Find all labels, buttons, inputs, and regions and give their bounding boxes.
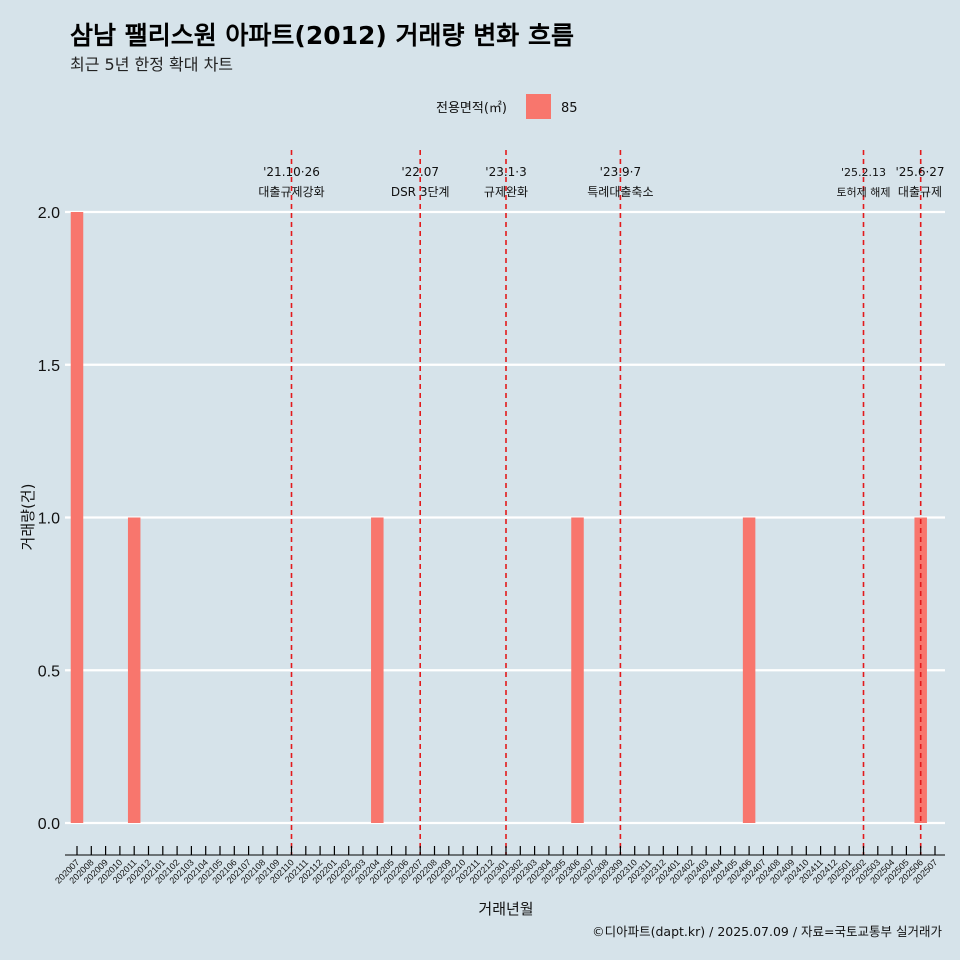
- event-date: '22.07: [401, 165, 439, 179]
- bar-202011: [127, 517, 141, 823]
- bar-series: [70, 212, 927, 823]
- bar-202007: [70, 212, 84, 823]
- bar-202306: [571, 517, 584, 823]
- event-label: DSR 3단계: [391, 185, 450, 199]
- y-tick-label: 2.0: [38, 205, 60, 222]
- chart-title: 삼남 팰리스원 아파트(2012) 거래량 변화 흐름: [70, 21, 574, 50]
- x-axis-title: 거래년월: [478, 900, 533, 918]
- y-axis-ticks: 0.0 0.5 1.0 1.5 2.0: [38, 205, 60, 833]
- x-axis: 2020072020082020092020102020112020122021…: [53, 846, 945, 886]
- source-caption: ©디아파트(dapt.kr) / 2025.07.09 / 자료=국토교통부 실…: [592, 924, 942, 939]
- event-label: 규제완화: [484, 185, 528, 199]
- event-label: 토허제 해제: [836, 185, 890, 199]
- legend-swatch: [526, 94, 551, 119]
- event-markers: '21.10·26 대출규제강화 '22.07 DSR 3단계 '23.1·3 규제완화 '…: [258, 150, 945, 855]
- event-label: 대출규제강화: [258, 185, 324, 199]
- bar-202204: [371, 517, 384, 823]
- y-tick-label: 1.5: [38, 358, 60, 375]
- event-date: '23.1·3: [485, 165, 526, 179]
- y-tick-label: 0.5: [38, 663, 60, 680]
- event-date: '25.2.13: [841, 166, 886, 179]
- event-date: '23.9·7: [600, 165, 641, 179]
- event-date: '21.10·26: [263, 165, 320, 179]
- y-axis-title: 거래량(건): [19, 484, 37, 551]
- bar-202506: [914, 517, 927, 823]
- chart-subtitle: 최근 5년 한정 확대 차트: [70, 55, 233, 74]
- y-tick-label: 1.0: [38, 511, 60, 528]
- event-label: 대출규제: [898, 185, 942, 199]
- event-date: '25.6·27: [895, 165, 944, 179]
- event-label: 특례대출축소: [587, 185, 653, 199]
- y-tick-label: 0.0: [38, 816, 60, 833]
- grid-lines: [65, 210, 945, 825]
- legend-label: 85: [561, 101, 578, 116]
- legend: 전용면적(㎡) 85: [436, 94, 578, 119]
- legend-title: 전용면적(㎡): [436, 101, 507, 116]
- bar-202406: [742, 517, 756, 823]
